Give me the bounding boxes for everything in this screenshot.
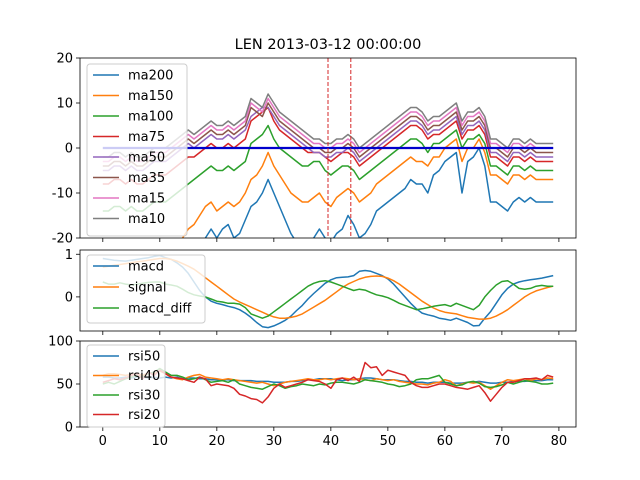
legend-label-ma10: ma10 bbox=[128, 212, 165, 227]
x-tick-label: 40 bbox=[323, 434, 340, 449]
legend-label-ma15: ma15 bbox=[128, 192, 165, 207]
legend: rsi50 rsi40 rsi30 rsi20 bbox=[86, 344, 166, 428]
x-tick-label: 80 bbox=[551, 434, 568, 449]
legend-label-signal: signal bbox=[128, 281, 166, 296]
legend-label-ma200: ma200 bbox=[128, 69, 173, 84]
legend-box bbox=[86, 254, 206, 324]
legend-box bbox=[86, 63, 188, 237]
series-line-rsi20 bbox=[102, 361, 554, 404]
legend-label-ma35: ma35 bbox=[128, 171, 165, 186]
chart-title: LEN 2013-03-12 00:00:00 bbox=[235, 37, 422, 53]
legend-label-rsi50: rsi50 bbox=[128, 350, 160, 365]
y-tick-label: -20 bbox=[52, 232, 73, 247]
legend-label-ma100: ma100 bbox=[128, 110, 173, 125]
y-tick-label: 0 bbox=[65, 421, 73, 436]
series-line-ma200 bbox=[204, 147, 554, 238]
x-tick-label: 0 bbox=[99, 434, 107, 449]
y-tick-label: 20 bbox=[56, 52, 73, 67]
legend-box bbox=[86, 344, 166, 428]
legend-label-ma150: ma150 bbox=[128, 89, 173, 104]
legend-label-macd_diff: macd_diff bbox=[128, 302, 192, 317]
y-tick-label: 0 bbox=[65, 290, 73, 305]
x-tick-label: 20 bbox=[209, 434, 226, 449]
x-tick-label: 10 bbox=[152, 434, 169, 449]
legend: macd signal macd_diff bbox=[86, 254, 206, 324]
y-tick-label: 0 bbox=[65, 142, 73, 157]
plot-area bbox=[102, 361, 554, 404]
legend-label-rsi40: rsi40 bbox=[128, 369, 160, 384]
legend-label-ma50: ma50 bbox=[128, 151, 165, 166]
legend-label-ma75: ma75 bbox=[128, 130, 165, 145]
macd-panel: 0 1 macd signal macd_diff bbox=[65, 248, 577, 335]
y-tick-label: 1 bbox=[65, 248, 73, 263]
x-tick-label: 30 bbox=[266, 434, 283, 449]
legend-label-rsi20: rsi20 bbox=[128, 408, 160, 423]
series-line-rsi30 bbox=[102, 367, 554, 390]
legend-label-rsi30: rsi30 bbox=[128, 389, 160, 404]
x-tick-label: 70 bbox=[494, 434, 511, 449]
y-tick-label: 10 bbox=[56, 97, 73, 112]
y-tick-label: 100 bbox=[48, 335, 73, 350]
x-tick-label: 50 bbox=[380, 434, 397, 449]
ma-panel: -20-1001020ma200ma150ma100ma75ma50ma35ma… bbox=[52, 52, 577, 247]
axes-frame bbox=[79, 249, 577, 332]
legend-label-macd: macd bbox=[128, 260, 164, 275]
y-tick-label: -10 bbox=[52, 187, 73, 202]
y-tick-label: 50 bbox=[56, 378, 73, 393]
x-tick-label: 60 bbox=[437, 434, 454, 449]
legend: ma200 ma150 ma100 ma75 ma50 ma35 ma15 ma10 bbox=[86, 63, 188, 237]
